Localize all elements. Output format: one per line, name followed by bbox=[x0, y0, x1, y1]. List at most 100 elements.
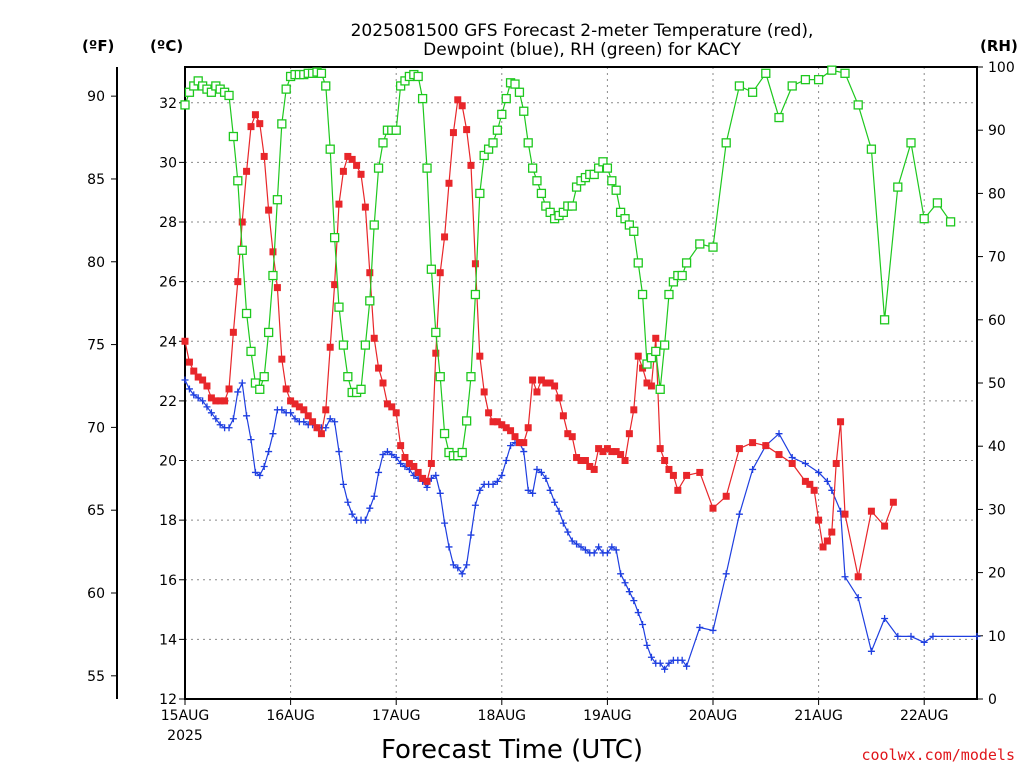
dewpoint-point bbox=[929, 632, 937, 640]
celsius-tick-label: 18 bbox=[159, 513, 177, 529]
dewpoint-point bbox=[564, 528, 572, 536]
temperature-point bbox=[709, 504, 717, 512]
rh-point bbox=[651, 346, 661, 357]
rh-point bbox=[761, 68, 771, 78]
celsius-tick-label: 16 bbox=[159, 573, 177, 589]
temperature-point bbox=[634, 352, 642, 360]
celsius-tick-label: 20 bbox=[159, 454, 177, 470]
dewpoint-point bbox=[489, 480, 497, 488]
temperature-point bbox=[234, 278, 242, 286]
temperature-point bbox=[656, 445, 664, 453]
temperature-point bbox=[282, 385, 290, 393]
x-axis-label: Forecast Time (UTC) bbox=[381, 735, 643, 765]
celsius-tick-label: 24 bbox=[159, 334, 177, 350]
dewpoint-point bbox=[300, 418, 308, 426]
celsius-tick-label: 22 bbox=[159, 394, 177, 410]
rh-point bbox=[637, 289, 648, 300]
celsius-tick-label: 14 bbox=[159, 632, 177, 648]
temperature-point bbox=[458, 102, 466, 110]
temperature-point bbox=[199, 376, 207, 384]
dewpoint-point bbox=[256, 471, 264, 479]
grid-lines bbox=[185, 67, 977, 699]
temperature-point bbox=[388, 403, 396, 411]
dewpoint-point bbox=[185, 385, 193, 393]
temperature-point bbox=[819, 543, 827, 551]
rh-point bbox=[633, 258, 643, 268]
temperature-point bbox=[630, 406, 638, 414]
dewpoint-point bbox=[199, 397, 207, 405]
dewpoint-point bbox=[458, 570, 466, 578]
dewpoint-point bbox=[894, 632, 902, 640]
rh-point bbox=[378, 138, 388, 148]
temperature-point bbox=[269, 248, 277, 256]
dewpoint-point bbox=[432, 471, 440, 479]
temperature-point bbox=[445, 179, 453, 187]
dewpoint-point bbox=[194, 394, 202, 402]
dewpoint-point bbox=[243, 412, 251, 420]
temperature-point bbox=[722, 492, 730, 500]
temperature-point bbox=[617, 451, 625, 459]
temperature-point bbox=[449, 129, 457, 137]
dewpoint-point bbox=[608, 543, 616, 551]
dewpoint-point bbox=[603, 549, 611, 557]
temperature-point bbox=[749, 439, 757, 447]
fahrenheit-tick-label: 90 bbox=[87, 89, 105, 105]
temperature-point bbox=[529, 376, 537, 384]
rh-point bbox=[523, 138, 533, 148]
dewpoint-point bbox=[775, 430, 783, 438]
temperature-point bbox=[735, 445, 743, 453]
temperature-point bbox=[370, 334, 378, 342]
rh-point bbox=[246, 346, 256, 357]
rh-tick-label: 20 bbox=[988, 566, 1006, 582]
temperature-point bbox=[841, 510, 849, 518]
temperature-point bbox=[652, 334, 660, 342]
y-tick-labels: 12 14 16 18 20 22 24 26 28 30 32 55 60 65 70 75 80 85 90 0 1… bbox=[87, 60, 1015, 708]
rh-point bbox=[879, 315, 890, 325]
dewpoint-point bbox=[225, 424, 233, 432]
rh-point bbox=[435, 372, 445, 382]
rh-point bbox=[360, 340, 371, 350]
dewpoint-point bbox=[498, 471, 506, 479]
temperature-point bbox=[674, 486, 682, 494]
dewpoint-point bbox=[502, 457, 510, 465]
dewpoint-point bbox=[247, 436, 255, 444]
rh-point bbox=[321, 81, 331, 91]
rh-tick-label: 60 bbox=[988, 313, 1006, 329]
rh-point bbox=[369, 220, 379, 230]
rh-point bbox=[338, 340, 349, 350]
dewpoint-point bbox=[722, 570, 730, 578]
temperature-point bbox=[643, 379, 651, 387]
temperature-point bbox=[353, 161, 361, 169]
temperature-point bbox=[339, 167, 347, 175]
dewpoint-point bbox=[590, 549, 598, 557]
rh-point bbox=[417, 93, 428, 104]
fahrenheit-tick-label: 65 bbox=[87, 503, 105, 519]
rh-point bbox=[527, 163, 538, 173]
temperature-point bbox=[278, 355, 286, 363]
temperature-point bbox=[265, 206, 273, 214]
rh-point bbox=[268, 270, 278, 281]
dewpoint-point bbox=[287, 409, 295, 417]
series-line-temperature bbox=[184, 98, 894, 577]
rh-point bbox=[629, 226, 639, 236]
temperature-point bbox=[383, 400, 391, 408]
temperature-point bbox=[551, 382, 559, 390]
rh-point bbox=[470, 289, 481, 300]
series-rh bbox=[180, 65, 956, 461]
rh-point bbox=[708, 242, 718, 252]
rh-point bbox=[567, 201, 577, 211]
temperature-point bbox=[762, 442, 770, 450]
temperature-point bbox=[335, 200, 343, 208]
rh-tick-label: 100 bbox=[988, 60, 1015, 76]
dewpoint-point bbox=[542, 474, 550, 482]
dewpoint-point bbox=[269, 430, 277, 438]
temperature-point bbox=[225, 385, 233, 393]
temperature-point bbox=[476, 352, 484, 360]
rh-point bbox=[514, 87, 525, 97]
temperature-point bbox=[612, 448, 620, 456]
temperature-point bbox=[511, 433, 519, 441]
fahrenheit-unit-label: (ºF) bbox=[82, 37, 114, 55]
celsius-tick-label: 28 bbox=[159, 215, 177, 231]
temperature-point bbox=[344, 152, 352, 160]
temperature-point bbox=[608, 448, 616, 456]
